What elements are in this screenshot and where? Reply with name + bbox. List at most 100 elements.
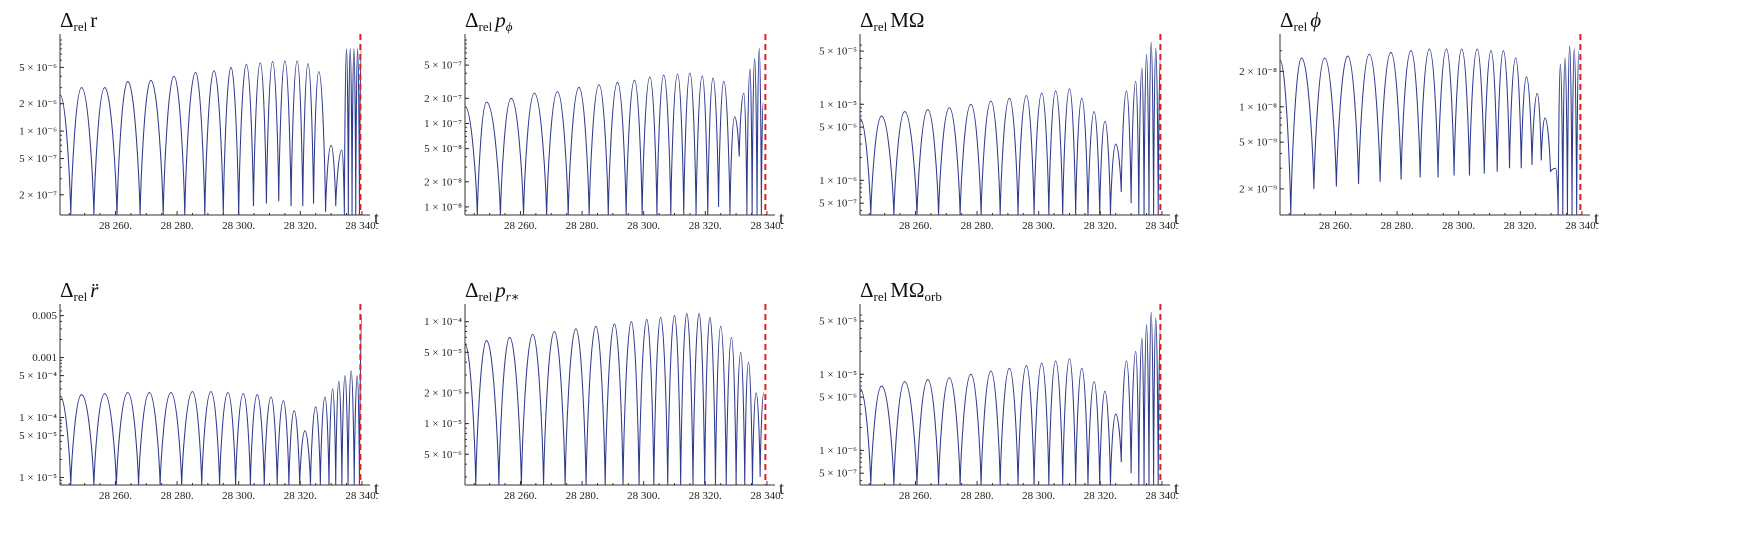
title-quantity: ϕ [1310, 8, 1322, 32]
panel-delta-m-omega-orb: Δrel MΩorb 5 × 10⁻⁷ 1 × 10⁻⁶ 5 × 10⁻⁶ 1 × 10… [819, 270, 1250, 530]
panel-title: Δrel r̈ [60, 278, 98, 305]
title-subscript: rel [73, 289, 88, 304]
x-tick-label: 28 340. [345, 490, 378, 502]
title-quantity-main: p [495, 278, 506, 302]
title-symbol: Δ [60, 8, 74, 32]
x-tick-label: 28 260. [899, 490, 932, 502]
title-symbol: Δ [860, 8, 874, 32]
y-tick-label: 2 × 10⁻⁵ [424, 387, 462, 399]
y-tick-label: 1 × 10⁻⁷ [424, 118, 462, 130]
y-tick-label: 0.005 [32, 310, 57, 322]
x-tick-label: 28 260. [899, 220, 932, 232]
y-tick-label: 1 × 10⁻⁴ [424, 316, 462, 328]
title-subscript: rel [873, 19, 888, 34]
x-tick-label: 28 300. [1022, 220, 1055, 232]
x-tick-label: 28 340. [1565, 220, 1598, 232]
x-tick-label: 28 340. [1145, 490, 1178, 502]
title-quantity-main: p [495, 8, 506, 32]
y-tick-label: 1 × 10⁻⁵ [19, 472, 57, 484]
x-tick-label: 28 320. [284, 220, 317, 232]
x-tick-label: 28 320. [284, 490, 317, 502]
x-tick-label: 28 320. [1084, 220, 1117, 232]
y-tick-label: 2 × 10⁻⁸ [1239, 66, 1277, 78]
x-tick-label: 28 320. [1504, 220, 1537, 232]
panel-title: Δrel MΩorb [860, 278, 945, 305]
y-tick-label: 5 × 10⁻⁷ [424, 60, 462, 72]
x-tick-label: 28 340. [345, 220, 378, 232]
panel-delta-r-ddot: Δrel r̈ 1 × 10⁻⁵ 5 × 10⁻⁵ 1 × 10⁻⁴ 5 × 10⁻⁴ 0… [19, 270, 450, 530]
x-tick-label: 28 260. [1319, 220, 1352, 232]
x-axis-label: t [374, 208, 379, 228]
x-axis-label: t [1174, 208, 1179, 228]
y-tick-label: 1 × 10⁻⁶ [819, 445, 857, 457]
x-tick-label: 28 280. [566, 220, 599, 232]
y-tick-label: 2 × 10⁻⁷ [424, 93, 462, 105]
y-tick-label: 1 × 10⁻⁵ [819, 99, 857, 111]
x-tick-label: 28 340. [750, 490, 783, 502]
x-tick-label: 28 260. [99, 220, 132, 232]
x-tick-label: 28 280. [961, 490, 994, 502]
title-symbol: Δ [465, 278, 479, 302]
title-quantity-subscript: orb [924, 289, 942, 304]
panel-delta-m-omega: Δrel MΩ 5 × 10⁻⁷ 1 × 10⁻⁶ 5 × 10⁻⁶ 1 × 10⁻⁵ 5… [819, 0, 1250, 260]
series-curve [465, 47, 764, 215]
series-curve [860, 311, 1161, 485]
title-quantity: pϕ [495, 8, 515, 34]
y-tick-label: 1 × 10⁻⁸ [1239, 101, 1277, 113]
x-tick-label: 28 300. [1022, 490, 1055, 502]
plot-area: 2 × 10⁻⁹ 5 × 10⁻⁹ 1 × 10⁻⁸ 2 × 10⁻⁸ 28 260. 2… [1239, 34, 1599, 232]
y-tick-label: 5 × 10⁻⁵ [19, 430, 57, 442]
y-tick-label: 2 × 10⁻⁷ [19, 189, 57, 201]
x-tick-label: 28 300. [222, 490, 255, 502]
x-tick-label: 28 300. [1442, 220, 1475, 232]
x-tick-label: 28 300. [627, 490, 660, 502]
x-tick-label: 28 280. [566, 490, 599, 502]
panel-title: Δrel pϕ [465, 8, 515, 35]
y-tick-label: 1 × 10⁻⁴ [19, 412, 57, 424]
title-symbol: Δ [860, 278, 874, 302]
plot-area: 5 × 10⁻⁷ 1 × 10⁻⁶ 5 × 10⁻⁶ 1 × 10⁻⁵ 5 × 10⁻⁵… [819, 304, 1179, 502]
plot-area: 1 × 10⁻⁵ 5 × 10⁻⁵ 1 × 10⁻⁴ 5 × 10⁻⁴ 0.001 0.0… [19, 304, 379, 502]
y-tick-label: 5 × 10⁻⁶ [819, 122, 857, 134]
title-quantity: r̈ [90, 278, 99, 302]
panel-title: Δrel ϕ [1280, 8, 1321, 35]
title-quantity-main: MΩ [890, 278, 925, 302]
y-tick-label: 5 × 10⁻⁷ [819, 198, 857, 210]
x-tick-label: 28 260. [99, 490, 132, 502]
title-quantity-subscript: r∗ [505, 289, 520, 304]
title-subscript: rel [73, 19, 88, 34]
y-tick-label: 5 × 10⁻⁵ [424, 347, 462, 359]
title-quantity: pr∗ [495, 278, 522, 304]
title-subscript: rel [1293, 19, 1308, 34]
x-axis-label: t [374, 478, 379, 498]
panel-delta-p-rstar: Δrel pr∗ 5 × 10⁻⁶ 1 × 10⁻⁵ 2 × 10⁻⁵ 5 × 10⁻⁵… [424, 270, 855, 530]
series-curve [465, 313, 765, 485]
title-subscript: rel [873, 289, 888, 304]
y-tick-label: 1 × 10⁻⁸ [424, 201, 462, 213]
series-curve [60, 48, 362, 215]
title-quantity: r [90, 8, 98, 32]
y-tick-label: 2 × 10⁻⁶ [19, 98, 57, 110]
series-curve [60, 315, 363, 485]
y-tick-label: 1 × 10⁻⁵ [424, 418, 462, 430]
y-tick-label: 5 × 10⁻⁶ [19, 62, 57, 74]
y-tick-label: 1 × 10⁻⁵ [819, 369, 857, 381]
title-symbol: Δ [1280, 8, 1294, 32]
series-curve [1280, 45, 1580, 215]
x-axis-label: t [779, 208, 784, 228]
y-tick-label: 5 × 10⁻⁶ [819, 392, 857, 404]
x-axis-label: t [1594, 208, 1599, 228]
title-subscript: rel [478, 289, 493, 304]
panel-title: Δrel MΩ [860, 8, 925, 35]
panel-title: Δrel pr∗ [465, 278, 523, 305]
x-tick-label: 28 300. [222, 220, 255, 232]
panel-title: Δrel r [60, 8, 97, 35]
x-tick-label: 28 260. [504, 220, 537, 232]
title-quantity: MΩ [890, 8, 925, 32]
title-subscript: rel [478, 19, 493, 34]
y-tick-label: 5 × 10⁻⁴ [19, 370, 57, 382]
plot-area: 2 × 10⁻⁷ 5 × 10⁻⁷ 1 × 10⁻⁶ 2 × 10⁻⁶ 5 × 10⁻⁶… [19, 34, 379, 232]
y-tick-label: 5 × 10⁻⁶ [424, 449, 462, 461]
y-tick-label: 5 × 10⁻⁷ [19, 153, 57, 165]
